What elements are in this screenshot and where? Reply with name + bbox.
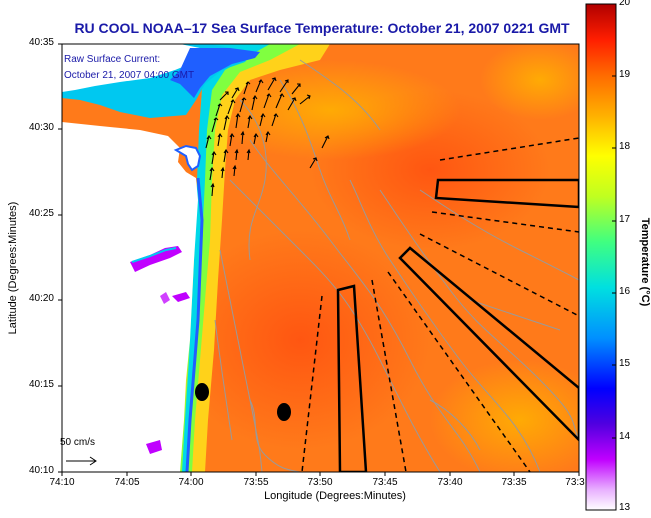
y-tick-label: 40:10 [28,465,54,476]
sst-field [62,44,579,472]
river-inlet [130,246,182,272]
scale-label: 50 cm/s [60,437,96,448]
x-axis-label: Longitude (Degrees:Minutes) [264,490,406,502]
survey-box-south [336,284,368,472]
colorbar-tick-label: 17 [619,214,631,225]
survey-box-east [434,178,579,209]
sandy-hook [173,144,202,172]
coastal-band-green [180,44,300,472]
bathymetry-contours [214,59,579,472]
coastal-band-yellow [175,44,330,472]
surface-current-vectors [205,77,330,197]
x-tick-label: 73:3 [565,477,585,488]
coastal-band-cyan [182,44,270,472]
colorbar-tick-marks [612,3,616,511]
colorbar-tick-label: 14 [619,431,631,442]
colorbar-tick-label: 19 [619,69,631,80]
y-tick-label: 40:15 [28,379,54,390]
x-tick-label: 73:55 [243,477,269,488]
inlet-small [172,292,190,302]
cool-water-patch [430,360,579,472]
chart-title: RU COOL NOAA–17 Sea Surface Temperature:… [74,20,570,36]
transect-lines [301,137,579,472]
inlet-small [160,292,170,304]
colorbar-tick-label: 16 [619,286,631,297]
inlet-small [146,440,162,454]
survey-box-southeast [398,246,579,442]
y-tick-marks [58,43,62,473]
river-inlet-edge [131,247,177,263]
land-mass [62,122,198,472]
x-tick-label: 74:05 [114,477,140,488]
x-tick-label: 73:35 [501,477,527,488]
colorbar [585,3,617,511]
land-north [62,44,210,92]
colorbar-tick-label: 15 [619,358,631,369]
colorbar-tick-label: 13 [619,502,631,513]
colorbar-tick-label: 20 [619,0,631,8]
scale-arrow [66,456,97,466]
mooring-marker [195,383,209,401]
x-tick-label: 73:45 [372,477,398,488]
bay-water-blue [170,48,260,98]
x-tick-label: 73:40 [437,477,463,488]
current-label: Raw Surface Current: [64,54,161,65]
current-time-label: October 21, 2007 04:00 GMT [64,70,195,81]
colorbar-label: Temperature (°C) [639,217,651,307]
x-tick-marks [61,472,580,476]
x-tick-label: 74:00 [178,477,204,488]
coast-fringe [185,177,204,472]
mooring-marker [277,403,291,421]
cool-water-patch [200,60,460,160]
y-tick-label: 40:20 [28,293,54,304]
y-tick-label: 40:30 [28,122,54,133]
y-tick-label: 40:25 [28,208,54,219]
y-tick-label: 40:35 [28,37,54,48]
x-tick-label: 73:50 [307,477,333,488]
cool-water-patch [480,44,579,120]
colorbar-tick-label: 18 [619,141,631,152]
survey-regions [336,178,579,472]
x-tick-label: 74:10 [49,477,75,488]
